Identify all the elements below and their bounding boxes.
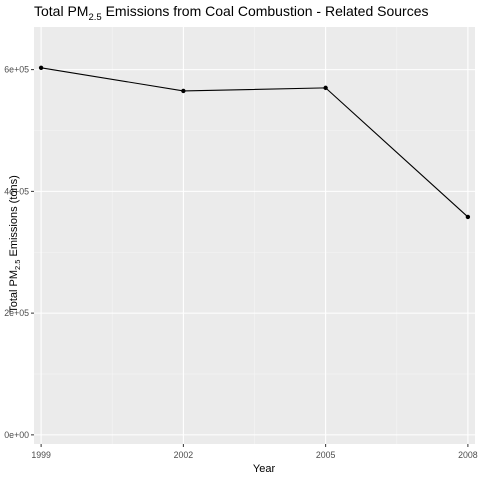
y-axis-title: Total PM2.5 Emissions (tons): [8, 175, 22, 313]
major-gridlines: [34, 27, 475, 444]
y-axis: 0e+00 2e+05 4e+05 6e+05: [4, 65, 34, 440]
x-tick-label: 2008: [458, 450, 478, 460]
y-tick-label: 0e+00: [4, 430, 29, 440]
data-point: [38, 65, 44, 70]
x-tick-label: 1999: [31, 450, 51, 460]
chart-title-subscript: 2.5: [88, 12, 101, 23]
chart-title-suffix: Emissions from Coal Combustion - Related…: [102, 3, 429, 19]
x-axis: 1999 2002 2005 2008: [31, 444, 478, 460]
y-tick-label: 2e+05: [4, 308, 29, 318]
minor-gridlines: [34, 27, 475, 444]
y-axis-title-subscript: 2.5: [13, 260, 22, 270]
data-point: [181, 88, 186, 94]
chart-title-prefix: Total PM: [34, 3, 88, 19]
y-tick-label: 4e+05: [4, 186, 29, 196]
y-axis-title-suffix: Emissions (tons): [8, 175, 20, 259]
x-tick-label: 2002: [174, 450, 194, 460]
y-axis-title-prefix: Total PM: [8, 270, 20, 313]
data-points: [38, 65, 471, 220]
x-axis-title: Year: [253, 463, 276, 475]
x-tick-label: 2005: [316, 450, 336, 460]
y-tick-label: 6e+05: [4, 65, 29, 75]
data-point: [465, 214, 471, 220]
series-line: [41, 67, 469, 218]
data-point: [323, 85, 328, 91]
chart-title: Total PM2.5 Emissions from Coal Combusti…: [34, 3, 428, 23]
